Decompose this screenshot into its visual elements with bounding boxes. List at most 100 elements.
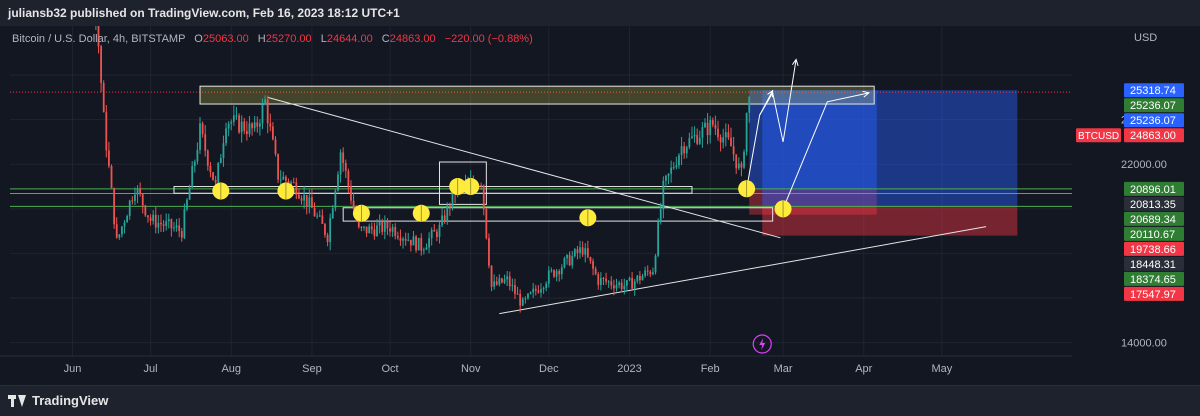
candle-body bbox=[261, 104, 264, 124]
candle-body bbox=[100, 46, 103, 84]
candle-body bbox=[722, 137, 725, 143]
lightning-icon-bolt bbox=[759, 338, 766, 350]
symbol-tag-label: BTCUSD bbox=[1078, 131, 1119, 142]
time-tick-label: Mar bbox=[774, 363, 793, 375]
price-tag bbox=[1124, 271, 1184, 286]
candle-body bbox=[245, 130, 248, 135]
legend-high-label: H bbox=[257, 33, 266, 45]
candle-body bbox=[685, 147, 688, 154]
candle-body bbox=[334, 190, 337, 209]
candle-body bbox=[443, 215, 446, 222]
candle-body bbox=[704, 122, 706, 128]
candle-body bbox=[271, 126, 274, 140]
candle-body bbox=[586, 248, 589, 257]
legend-open: 25063.00 bbox=[202, 33, 249, 45]
symbol-tag bbox=[1076, 128, 1121, 143]
candle-body bbox=[383, 221, 386, 232]
candle-body bbox=[584, 248, 587, 255]
candle-body bbox=[532, 288, 535, 293]
position-box bbox=[762, 206, 1018, 236]
candle-body bbox=[745, 112, 748, 152]
time-tick-label: Dec bbox=[539, 363, 559, 375]
candle-body bbox=[448, 205, 451, 208]
candle-body bbox=[672, 167, 675, 169]
candle-body bbox=[264, 99, 266, 105]
time-tick-label: Jun bbox=[64, 363, 82, 375]
candle-body bbox=[636, 275, 639, 282]
candle-body bbox=[337, 174, 339, 191]
candle-body bbox=[339, 152, 342, 175]
price-axis-unit: USD bbox=[1134, 32, 1157, 44]
candle-body bbox=[230, 121, 233, 124]
time-tick-label: May bbox=[931, 363, 952, 375]
candle-body bbox=[740, 163, 743, 168]
candle-body bbox=[482, 185, 485, 210]
candle-body bbox=[441, 215, 443, 226]
zone-rectangle bbox=[199, 85, 875, 105]
legend-low: 24644.00 bbox=[326, 33, 373, 45]
price-chart[interactable]: USD14000.0022000.0024000.0025318.7425236… bbox=[0, 26, 1200, 385]
candle-body bbox=[357, 219, 360, 227]
candle-body bbox=[511, 285, 514, 287]
price-tag-label: 24863.00 bbox=[1130, 130, 1176, 142]
candle-body bbox=[581, 247, 584, 255]
legend-low-label: L bbox=[320, 33, 327, 45]
candle-body bbox=[97, 26, 100, 47]
candle-body bbox=[391, 227, 394, 232]
candle-body bbox=[225, 128, 227, 144]
candle-body bbox=[326, 234, 329, 243]
candle-body bbox=[139, 188, 142, 195]
price-tag-label: 25236.07 bbox=[1130, 115, 1176, 127]
price-tag bbox=[1124, 286, 1184, 301]
candle-body bbox=[691, 136, 693, 139]
candle-body bbox=[579, 247, 581, 253]
zone-rectangle bbox=[342, 207, 774, 222]
tradingview-brand[interactable]: TradingView bbox=[8, 393, 108, 408]
candle-body bbox=[654, 255, 657, 273]
candle-body bbox=[274, 139, 277, 154]
price-tag-label: 20813.35 bbox=[1130, 199, 1176, 211]
legend-high: 25270.00 bbox=[265, 33, 312, 45]
time-tick-label: Sep bbox=[302, 363, 322, 375]
candle-body bbox=[683, 146, 686, 154]
candle-body bbox=[331, 208, 334, 219]
candle-body bbox=[206, 150, 209, 166]
candle-body bbox=[394, 227, 397, 237]
price-tag bbox=[1124, 83, 1184, 98]
candle-body bbox=[318, 215, 321, 217]
candle-body bbox=[256, 122, 259, 127]
candle-body bbox=[131, 200, 134, 202]
candle-body bbox=[389, 228, 391, 232]
candle-body bbox=[641, 275, 644, 281]
candle-body bbox=[313, 207, 316, 217]
candle-body bbox=[550, 270, 553, 272]
candle-body bbox=[696, 134, 699, 144]
candle-body bbox=[409, 239, 412, 246]
candle-body bbox=[350, 185, 352, 201]
candle-body bbox=[527, 293, 529, 299]
candle-body bbox=[108, 150, 110, 166]
price-tag bbox=[1124, 98, 1184, 113]
candle-body bbox=[363, 226, 365, 228]
candle-body bbox=[659, 209, 662, 223]
candle-body bbox=[209, 165, 212, 173]
candle-body bbox=[415, 236, 417, 251]
candle-body bbox=[433, 229, 436, 232]
candle-body bbox=[667, 173, 670, 176]
candle-body bbox=[417, 237, 420, 251]
candle-body bbox=[212, 172, 214, 181]
candle-body bbox=[134, 194, 136, 201]
candle-body bbox=[521, 298, 524, 306]
candle-body bbox=[665, 175, 667, 181]
time-tick-label: Nov bbox=[461, 363, 481, 375]
time-tick-label: Aug bbox=[221, 363, 241, 375]
candle-body bbox=[737, 163, 740, 169]
candle-body bbox=[576, 249, 579, 253]
candle-body bbox=[311, 197, 313, 208]
candle-body bbox=[693, 134, 696, 137]
candle-body bbox=[191, 166, 194, 188]
candle-body bbox=[727, 132, 730, 138]
candle-body bbox=[298, 194, 300, 199]
candle-body bbox=[258, 123, 261, 127]
trend-line bbox=[267, 96, 781, 239]
